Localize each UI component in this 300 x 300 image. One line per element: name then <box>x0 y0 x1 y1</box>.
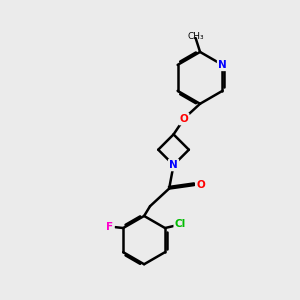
Text: N: N <box>169 160 178 170</box>
Text: O: O <box>179 114 188 124</box>
Text: N: N <box>218 60 227 70</box>
Text: O: O <box>196 180 205 190</box>
Text: CH₃: CH₃ <box>187 32 204 41</box>
Text: Cl: Cl <box>175 220 186 230</box>
Text: F: F <box>106 222 113 232</box>
